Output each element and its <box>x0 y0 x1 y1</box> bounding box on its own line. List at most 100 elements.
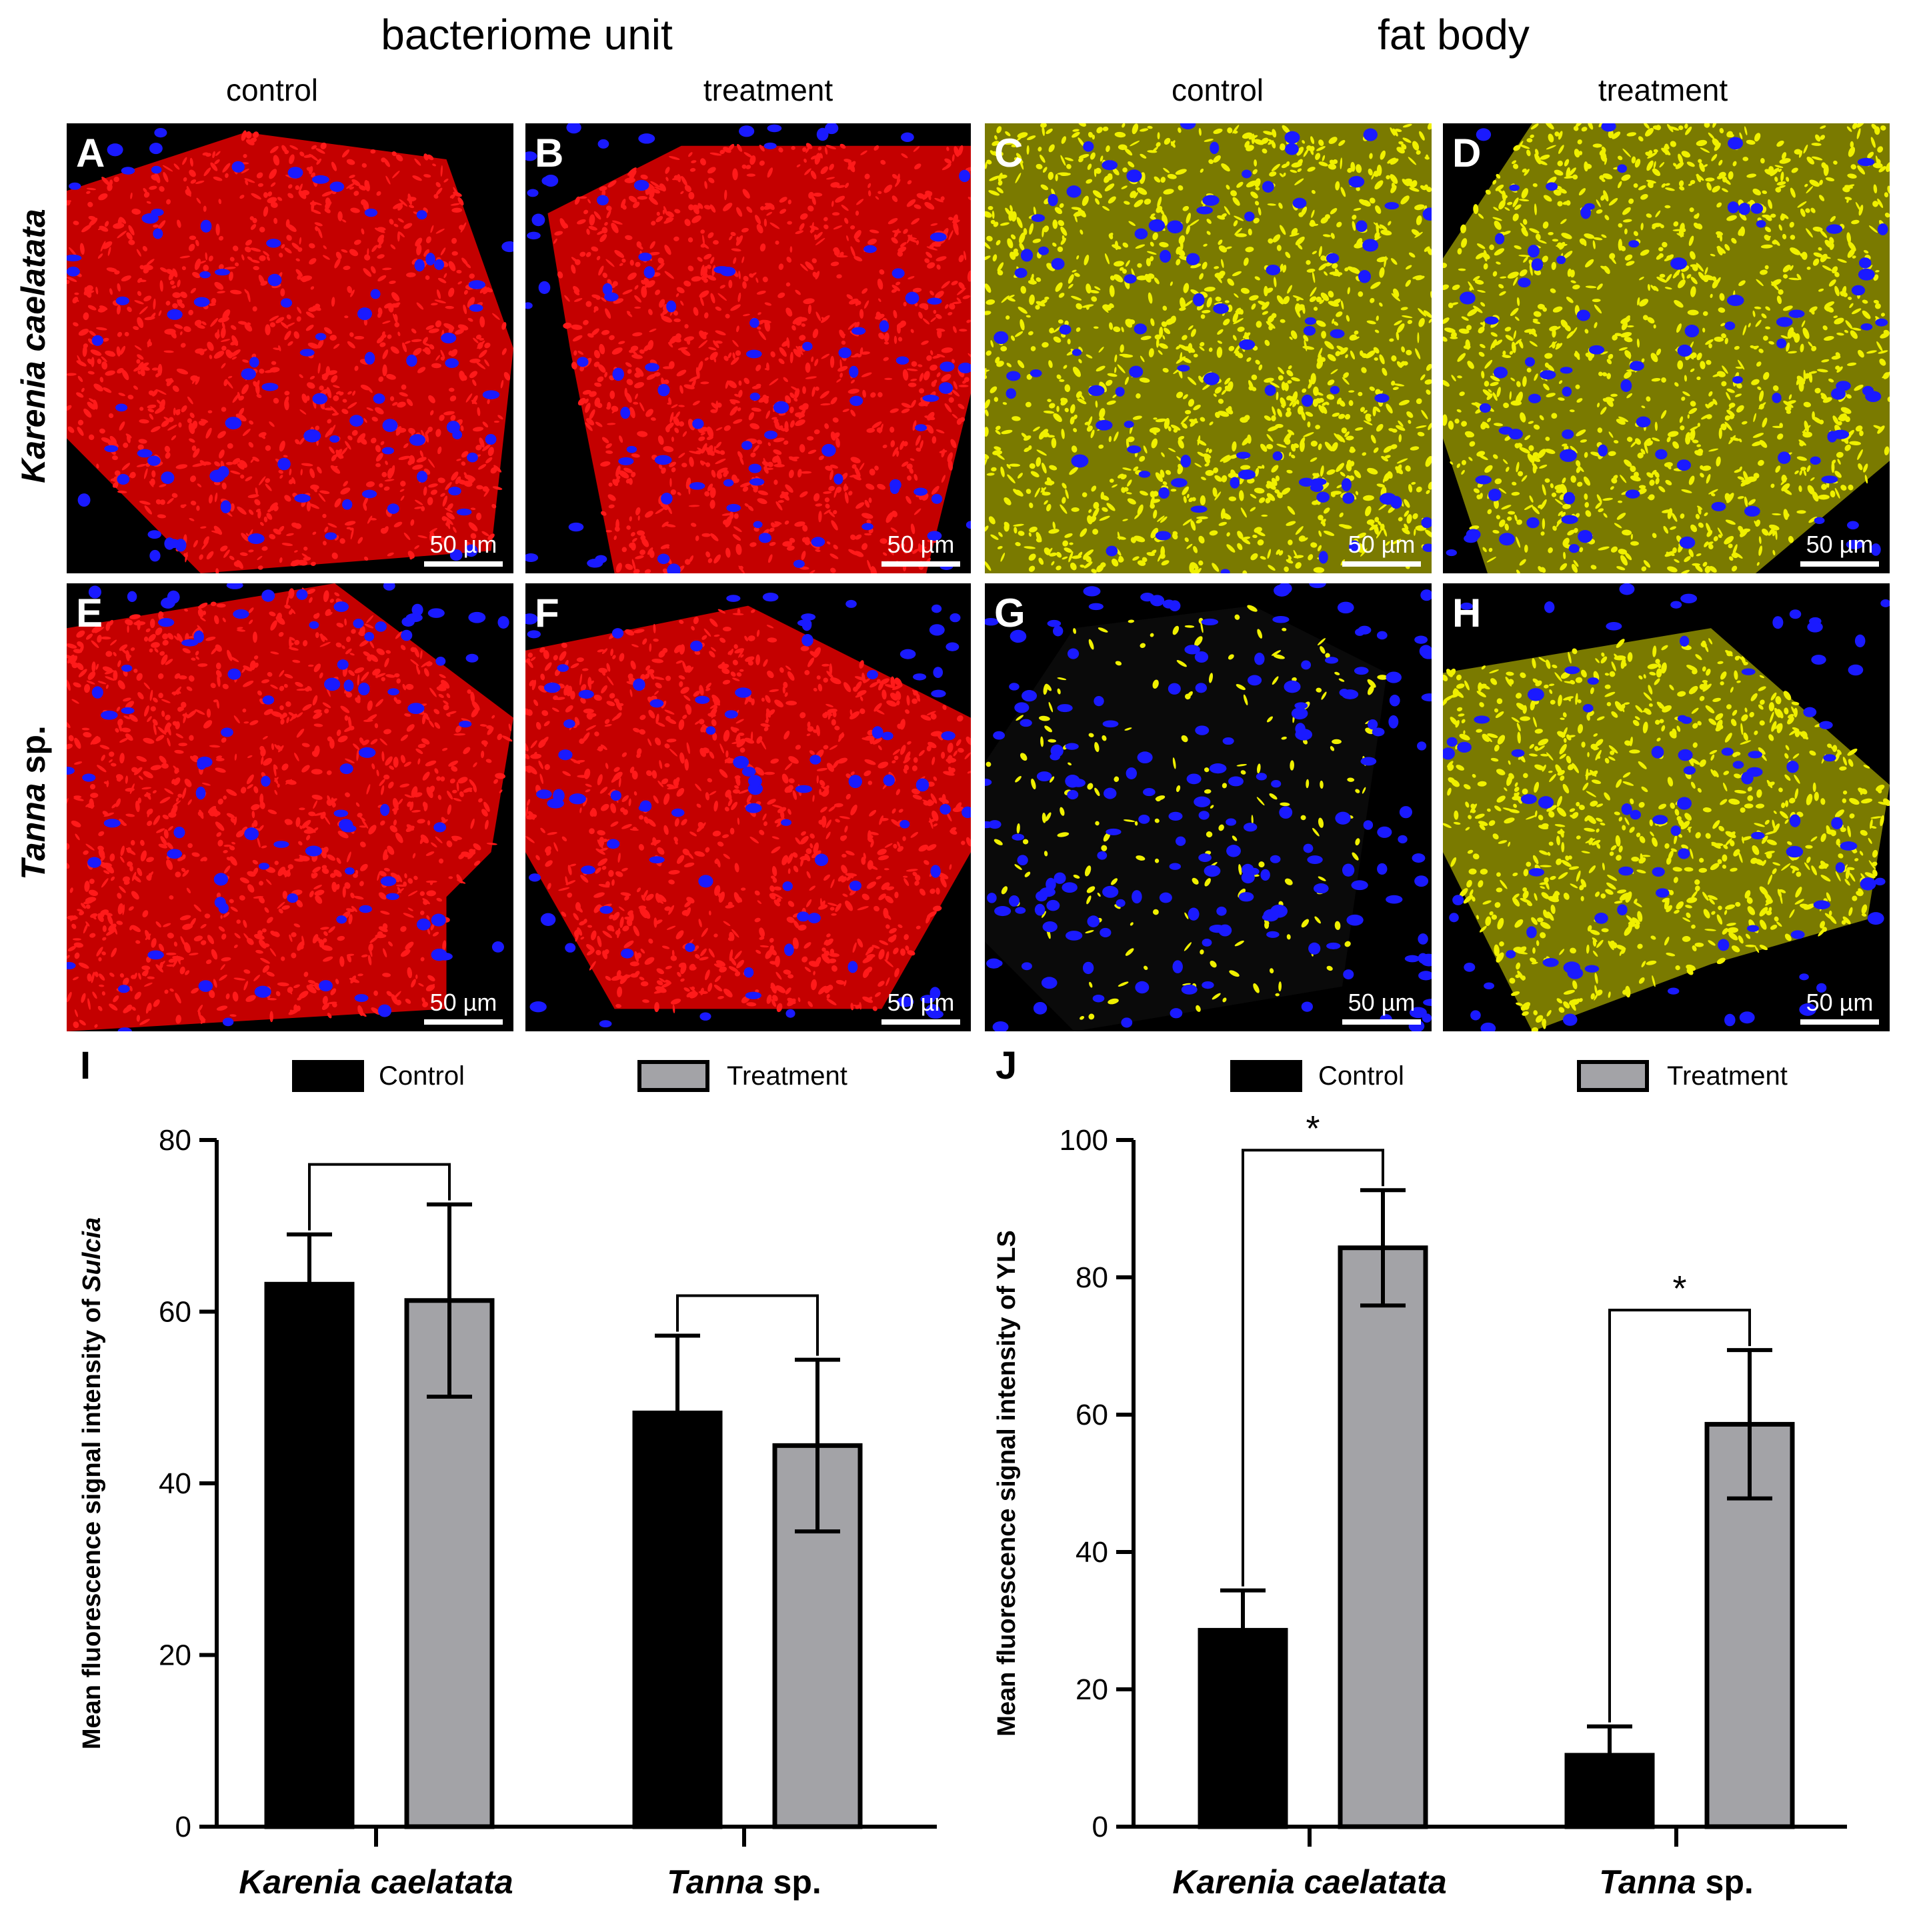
scale-bar-label: 50 µm <box>887 989 955 1016</box>
panel-letter-b: B <box>535 131 564 175</box>
chart-i-x-tick-label: Tanna sp. <box>667 1863 821 1901</box>
scale-bar-label: 50 µm <box>887 531 955 558</box>
legend-label-treatment-j: Treatment <box>1667 1061 1788 1091</box>
scale-bar-line <box>424 1019 503 1025</box>
chart-j-significance-label: * <box>1306 1109 1320 1149</box>
chart-i-y-tick-label: 20 <box>159 1639 191 1672</box>
group-title-bacteriome: bacteriome unit <box>381 11 673 59</box>
chart-i-bar-treatment <box>772 1443 863 1829</box>
chart-i-bar-control <box>632 1410 723 1829</box>
column-label-3: control <box>1171 73 1264 107</box>
chart-j-significance-label: * <box>1672 1269 1686 1309</box>
scale-bar-label: 50 µm <box>1348 989 1416 1016</box>
panel-letter-d: D <box>1452 131 1482 175</box>
chart-i-y-tick-label: 40 <box>159 1467 191 1500</box>
chart-letter-j: J <box>996 1044 1018 1087</box>
chart-i-x-tick-label-sp: sp. <box>764 1863 821 1901</box>
chart-i-y-label-text: Mean fluorescence signal intensity of <box>78 1292 106 1749</box>
scale-bar: 50 µm <box>1342 989 1421 1025</box>
chart-j-y-tick-label: 0 <box>1092 1811 1108 1843</box>
micrograph-texture <box>525 592 971 1028</box>
scale-bar: 50 µm <box>1800 531 1879 567</box>
micrograph-texture <box>67 127 513 573</box>
scale-bar: 50 µm <box>881 989 960 1025</box>
legend-label-control-j: Control <box>1318 1061 1404 1091</box>
micrograph-panel-e: E 50 µm <box>67 583 513 1031</box>
chart-j-x-tick-label: Karenia caelatata <box>1172 1863 1446 1901</box>
micrograph-texture <box>985 583 1432 1031</box>
chart-j-y-tick-label: 60 <box>1076 1399 1108 1431</box>
legend-swatch-control-j <box>1230 1060 1302 1092</box>
row-label-karenia: Karenia caelatata <box>15 209 52 483</box>
micrograph-panel-b: B 50 µm <box>525 123 971 573</box>
chart-j-y-tick-label: 40 <box>1076 1536 1108 1569</box>
chart-i-x-tick-label-genus: Karenia caelatata <box>239 1863 513 1901</box>
legend-swatch-treatment-j <box>1577 1060 1649 1092</box>
scale-bar: 50 µm <box>424 989 503 1025</box>
legend-swatch-control <box>292 1060 364 1092</box>
scale-bar: 50 µm <box>1800 989 1879 1025</box>
tissue-region <box>1443 123 1890 573</box>
chart-j-x-tick-label-genus: Karenia caelatata <box>1172 1863 1446 1901</box>
scale-bar-label: 50 µm <box>1806 531 1874 558</box>
scale-bar-line <box>424 561 503 567</box>
micrograph-texture <box>67 583 513 1031</box>
chart-i-bar-control <box>264 1281 355 1829</box>
tissue-region <box>67 583 513 1031</box>
chart-j-bar-treatment <box>1338 1245 1428 1829</box>
tissue-region <box>985 605 1387 1031</box>
chart-i-y-tick-label: 0 <box>175 1811 191 1843</box>
row-label-tanna-genus: Tanna <box>15 783 52 880</box>
chart-j-y-label-text: Mean fluorescence signal intensity of YL… <box>993 1230 1021 1737</box>
chart-i-significance-bracket <box>308 1163 451 1231</box>
scale-bar-label: 50 µm <box>429 989 497 1016</box>
scale-bar-label: 50 µm <box>429 531 497 558</box>
chart-i-significance-bracket <box>676 1294 819 1356</box>
chart-i-x-tick-label: Karenia caelatata <box>239 1863 513 1901</box>
scale-bar-line <box>1342 561 1421 567</box>
micrograph-texture <box>525 123 971 573</box>
panel-letter-g: G <box>994 591 1026 635</box>
micrograph-texture <box>1443 123 1890 573</box>
micrograph-panel-h: H 50 µm <box>1443 583 1890 1031</box>
micrograph-panel-g: G 50 µm <box>985 583 1432 1031</box>
panel-letter-e: E <box>76 591 103 635</box>
chart-i-x-tick-label-genus: Tanna <box>667 1863 763 1901</box>
micrograph-panel-c: C 50 µm <box>985 123 1432 573</box>
scale-bar-label: 50 µm <box>1348 531 1416 558</box>
micrograph-panel-f: F 50 µm <box>525 583 971 1031</box>
chart-j-bar-control <box>1564 1753 1655 1829</box>
tissue-region <box>67 132 513 573</box>
chart-j-y-tick-label: 100 <box>1060 1124 1108 1157</box>
chart-j-bar-control <box>1198 1627 1288 1829</box>
column-label-4: treatment <box>1598 73 1728 107</box>
chart-i-y-label: Mean fluorescence signal intensity of Su… <box>78 1217 106 1749</box>
panel-letter-h: H <box>1452 591 1482 635</box>
legend-label-control: Control <box>379 1061 465 1091</box>
panel-letter-a: A <box>76 131 105 175</box>
chart-j-bar-treatment <box>1704 1421 1795 1829</box>
tissue-region <box>1443 628 1890 1031</box>
chart-j-y-tick-label: 20 <box>1076 1673 1108 1706</box>
chart-j-significance-bracket <box>1608 1309 1751 1723</box>
row-label-tanna: Tanna sp. <box>14 603 53 1003</box>
micrograph-texture <box>1443 583 1890 1031</box>
chart-j-x-tick-label-genus: Tanna <box>1599 1863 1696 1901</box>
chart-i-y-tick-label: 80 <box>159 1124 191 1157</box>
column-label-1: control <box>225 73 319 107</box>
scale-bar-line <box>881 561 960 567</box>
group-title-fat-body: fat body <box>1378 11 1530 59</box>
column-label-2: treatment <box>703 73 833 107</box>
scale-bar-line <box>1800 1019 1879 1025</box>
micrograph-panel-d: D 50 µm <box>1443 123 1890 573</box>
scale-bar-label: 50 µm <box>1806 989 1874 1016</box>
micrograph-panel-a: A 50 µm <box>67 123 513 573</box>
tissue-region <box>985 123 1432 573</box>
panel-letter-c: C <box>994 131 1024 175</box>
micrograph-texture <box>985 123 1432 573</box>
chart-j-y-label: Mean fluorescence signal intensity of YL… <box>993 1230 1021 1737</box>
panel-letter-f: F <box>535 591 559 635</box>
chart-j-x-tick-label: Tanna sp. <box>1599 1863 1754 1901</box>
scale-bar-line <box>881 1019 960 1025</box>
chart-i-y-label-genus: Sulcia <box>78 1217 106 1292</box>
